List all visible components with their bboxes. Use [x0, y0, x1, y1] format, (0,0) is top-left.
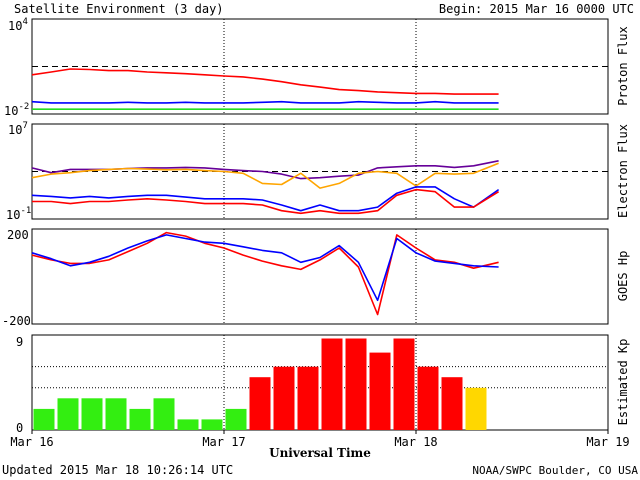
goes_hp-series-red [31, 231, 499, 316]
electron-series-orange [31, 162, 499, 189]
goes-hp-panel-frame [31, 228, 609, 325]
kp-bar [297, 366, 319, 430]
kp-bar [249, 377, 271, 430]
kp-bar [201, 419, 223, 430]
kp-bar [177, 419, 199, 430]
xtick-mar18: Mar 18 [394, 435, 437, 449]
goes-hp-panel: 200 -200 GOES Hp [2, 228, 630, 328]
credit: NOAA/SWPC Boulder, CO USA [472, 464, 638, 477]
kp-bar [57, 398, 79, 430]
kp-bar [345, 338, 367, 430]
kp-bar [441, 377, 463, 430]
kp-bar [153, 398, 175, 430]
goes_hp-series-blue [31, 234, 499, 302]
xtick-mar17: Mar 17 [202, 435, 245, 449]
kp-bar [321, 338, 343, 430]
kp-bar [81, 398, 103, 430]
goes-ylabel: GOES Hp [616, 251, 630, 302]
kp-bar [417, 366, 439, 430]
kp-bar [129, 408, 151, 430]
kp-bar [393, 338, 415, 430]
goes-ytick-top: 200 [7, 228, 29, 242]
proton-series-blue [31, 100, 499, 104]
xtick-mar16: Mar 16 [10, 435, 53, 449]
kp-bar [33, 408, 55, 430]
proton-ytick-bottom: 10-2 [4, 102, 29, 118]
electron-ytick-bottom: 10-1 [6, 206, 31, 222]
xaxis-label: Universal Time [269, 446, 371, 460]
electron-series-red [32, 188, 500, 215]
proton-ylabel: Proton Flux [616, 26, 630, 105]
xtick-mar19: Mar 19 [586, 435, 629, 449]
kp-bar [225, 408, 247, 430]
kp-ytick-bottom: 0 [16, 421, 23, 435]
electron-panel: 107 10-1 Electron Flux [6, 121, 630, 222]
kp-ytick-top: 9 [16, 335, 23, 349]
kp-bar [369, 352, 391, 430]
kp-ylabel: Estimated Kp [616, 339, 630, 426]
proton-series-red [31, 68, 499, 95]
electron-series-blue [31, 186, 500, 212]
kp-bar [465, 387, 487, 430]
proton-panel-frame [31, 18, 609, 115]
goes-ytick-bottom: -200 [2, 314, 31, 328]
electron-ylabel: Electron Flux [616, 124, 630, 218]
electron-ytick-top: 107 [8, 121, 28, 137]
chart-title: Satellite Environment (3 day) [14, 2, 224, 16]
kp-bar [105, 398, 127, 430]
proton-ytick-top: 104 [8, 17, 28, 33]
begin-date: Begin: 2015 Mar 16 0000 UTC [439, 2, 634, 16]
kp-bar [273, 366, 295, 430]
updated-timestamp: Updated 2015 Mar 18 10:26:14 UTC [2, 463, 233, 477]
